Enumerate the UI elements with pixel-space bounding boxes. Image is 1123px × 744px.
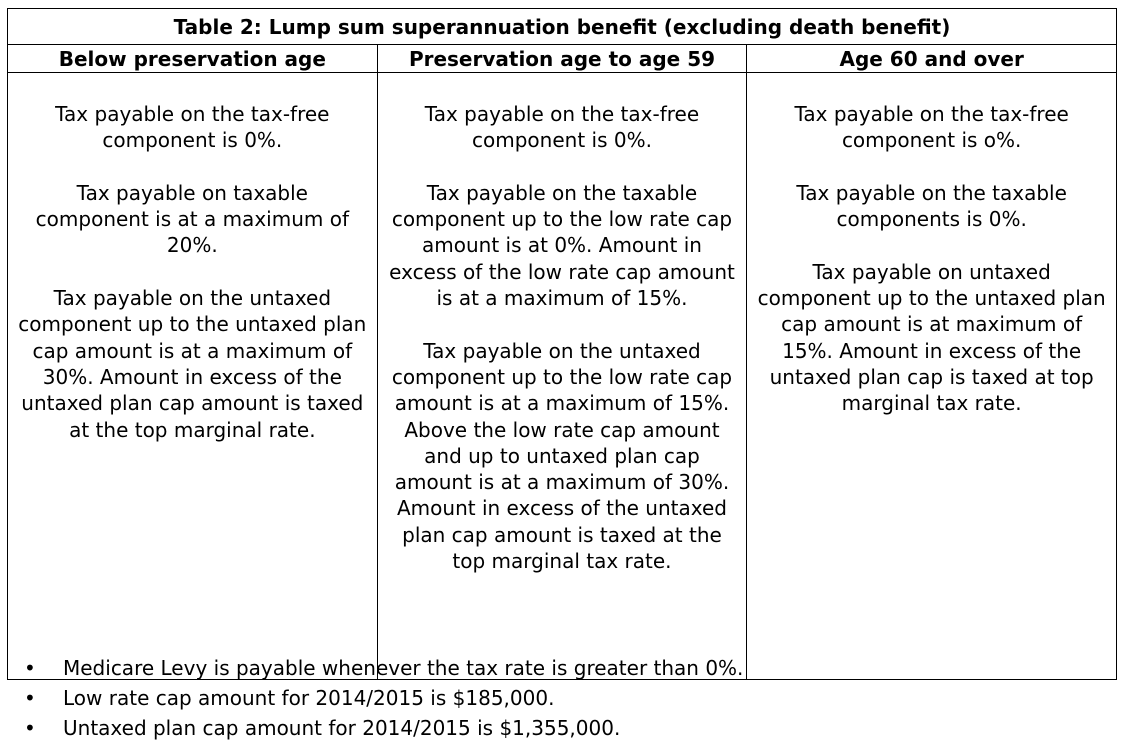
- cell-paragraph: Tax payable on untaxed component up to t…: [757, 259, 1106, 416]
- column-header: Preservation age to age 59: [376, 44, 748, 73]
- bullet: •: [24, 716, 36, 740]
- bullet: •: [24, 686, 36, 710]
- cell-paragraph: Tax payable on the tax-free component is…: [794, 102, 1069, 153]
- column-header: Age 60 and over: [746, 44, 1117, 73]
- note-text: Low rate cap amount for 2014/2015 is $18…: [63, 686, 555, 710]
- table-cell: Tax payable on the tax-free component is…: [746, 72, 1117, 680]
- note: • Medicare Levy is payable whenever the t…: [0, 653, 1123, 683]
- cell-paragraph: Tax payable on the untaxed component up …: [18, 286, 367, 442]
- cell-paragraph: Tax payable on the taxable component up …: [389, 180, 735, 311]
- notes-list: • Medicare Levy is payable whenever the t…: [0, 653, 1123, 743]
- note: • Low rate cap amount for 2014/2015 is $1…: [0, 683, 1123, 713]
- cell-paragraph: Tax payable on the taxable components is…: [796, 180, 1067, 232]
- table-title: Table 2: Lump sum superannuation benefit…: [7, 8, 1117, 45]
- cell-paragraph: Tax payable on taxable component is at a…: [35, 180, 349, 258]
- note: • Untaxed plan cap amount for 2014/2015 i…: [0, 713, 1123, 743]
- bullet: •: [24, 656, 36, 680]
- cell-paragraph: Tax payable on the tax-free component is…: [55, 102, 330, 153]
- cell-paragraph: Tax payable on the tax-free component is…: [424, 102, 700, 153]
- cell-paragraph: Tax payable on the untaxed component up …: [391, 338, 733, 574]
- tax-table: Table 2: Lump sum superannuation benefit…: [7, 8, 1117, 680]
- table-cell: Tax payable on the tax-free component is…: [376, 72, 748, 680]
- note-text: Untaxed plan cap amount for 2014/2015 is…: [63, 716, 621, 740]
- column-header: Below preservation age: [7, 44, 378, 73]
- table-cell: Tax payable on the tax-free component is…: [7, 72, 378, 680]
- note-text: Medicare Levy is payable whenever the ta…: [63, 656, 744, 680]
